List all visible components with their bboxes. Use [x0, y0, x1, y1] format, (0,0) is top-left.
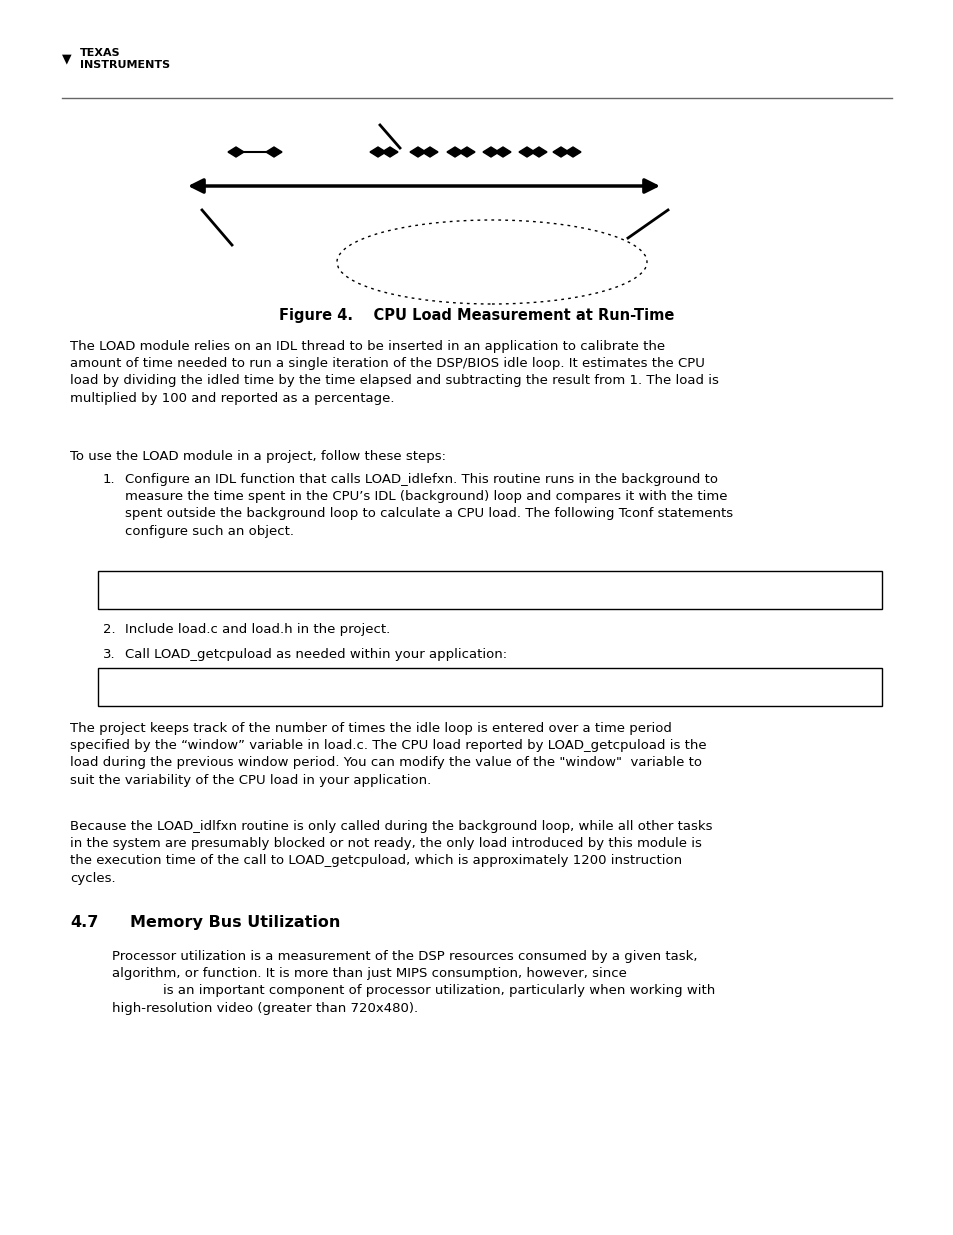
Text: Configure an IDL function that calls LOAD_idlefxn. This routine runs in the back: Configure an IDL function that calls LOA…: [125, 473, 732, 537]
Polygon shape: [447, 147, 462, 157]
Bar: [98, 668, 882, 706]
Text: The project keeps track of the number of times the idle loop is entered over a t: The project keeps track of the number of…: [70, 722, 706, 787]
Text: To use the LOAD module in a project, follow these steps:: To use the LOAD module in a project, fol…: [70, 450, 446, 463]
Text: Include load.c and load.h in the project.: Include load.c and load.h in the project…: [125, 622, 390, 636]
Polygon shape: [458, 147, 475, 157]
Bar: [98, 571, 882, 609]
Text: Processor utilization is a measurement of the DSP resources consumed by a given : Processor utilization is a measurement o…: [112, 950, 715, 1015]
Text: 2.: 2.: [103, 622, 115, 636]
Polygon shape: [410, 147, 426, 157]
Text: 3.: 3.: [103, 648, 115, 661]
Polygon shape: [518, 147, 535, 157]
Text: TEXAS
INSTRUMENTS: TEXAS INSTRUMENTS: [80, 48, 170, 70]
Polygon shape: [266, 147, 282, 157]
Text: The LOAD module relies on an IDL thread to be inserted in an application to cali: The LOAD module relies on an IDL thread …: [70, 340, 719, 405]
Text: 4.7: 4.7: [70, 915, 98, 930]
Polygon shape: [482, 147, 498, 157]
Polygon shape: [421, 147, 437, 157]
Polygon shape: [531, 147, 546, 157]
Text: Memory Bus Utilization: Memory Bus Utilization: [130, 915, 340, 930]
Polygon shape: [495, 147, 511, 157]
Text: ▼: ▼: [62, 52, 71, 65]
Polygon shape: [553, 147, 568, 157]
Polygon shape: [370, 147, 386, 157]
Polygon shape: [381, 147, 397, 157]
Polygon shape: [564, 147, 580, 157]
Polygon shape: [228, 147, 244, 157]
Text: Because the LOAD_idlfxn routine is only called during the background loop, while: Because the LOAD_idlfxn routine is only …: [70, 820, 712, 884]
Text: Call LOAD_getcpuload as needed within your application:: Call LOAD_getcpuload as needed within yo…: [125, 648, 507, 661]
Text: 1.: 1.: [103, 473, 115, 487]
Text: Figure 4.    CPU Load Measurement at Run-Time: Figure 4. CPU Load Measurement at Run-Ti…: [279, 308, 674, 324]
